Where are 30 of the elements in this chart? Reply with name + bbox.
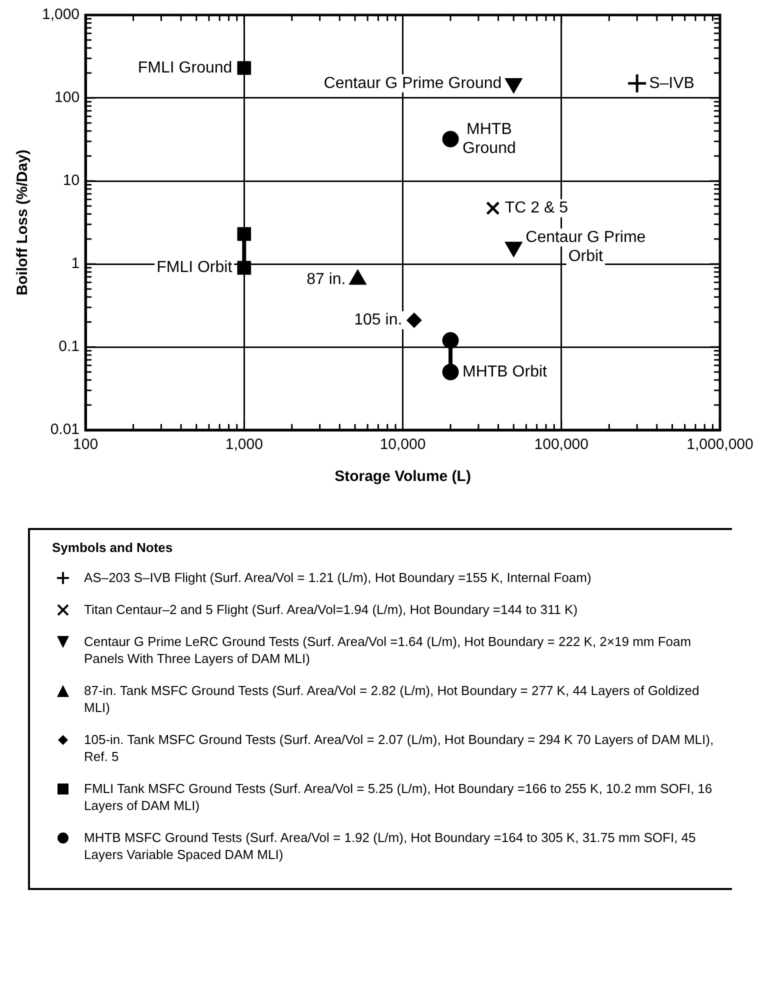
annotation: 105 in.: [354, 312, 402, 329]
annotation: Centaur G Prime Ground: [324, 74, 502, 92]
legend-title: Symbols and Notes: [52, 540, 174, 555]
y-tick-label: 1: [71, 255, 80, 272]
y-tick-label: 100: [54, 89, 80, 106]
legend-label: 105-in. Tank MSFC Ground Tests (Surf. Area/Vol = 2.07 (L/m), Hot Boundary = 294 K 70 Layers of DAM MLI), Ref. 5: [84, 731, 715, 765]
y-axis-title: Boiloff Loss (%/Day): [14, 150, 32, 296]
annotation: TC 2 & 5: [504, 200, 568, 217]
x-tick-label: 100,000: [534, 436, 588, 454]
legend-label: AS–203 S–IVB Flight (Surf. Area/Vol = 1.21 (L/m), Hot Boundary =155 K, Internal Foam): [84, 569, 592, 586]
y-tick-label: 1,000: [42, 6, 80, 24]
legend-label: Centaur G Prime LeRC Ground Tests (Surf. Area/Vol =1.64 (L/m), Hot Boundary = 222 K, 2×19 mm Foam Panels With Three Layers of DAM MLI): [84, 633, 692, 667]
annotation: Centaur G Prime Orbit: [526, 228, 646, 265]
legend-label: Titan Centaur–2 and 5 Flight (Surf. Area/Vol=1.94 (L/m), Hot Boundary =144 to 311 K): [84, 601, 578, 618]
x-axis-title: Storage Volume (L): [334, 468, 471, 486]
y-tick-label: 10: [62, 172, 80, 190]
y-tick-label: 0.01: [50, 421, 80, 438]
x-tick-label: 1,000: [225, 436, 263, 454]
y-tick-label: 0.1: [58, 338, 80, 356]
x-tick-label: 1,000,000: [686, 436, 754, 454]
annotation: MHTB Orbit: [462, 363, 548, 380]
legend-label: MHTB MSFC Ground Tests (Surf. Area/Vol = 1.92 (L/m), Hot Boundary =164 to 305 K, 31.75 mm SOFI, 45 Layers Variable Spaced DAM MLI): [84, 829, 697, 863]
annotation: S–IVB: [649, 74, 694, 92]
annotation: MHTB Ground: [462, 120, 516, 157]
x-tick-label: 10,000: [380, 436, 426, 454]
legend-label: FMLI Tank MSFC Ground Tests (Surf. Area/Vol = 5.25 (L/m), Hot Boundary =166 to 255 K, 10.2 mm SOFI, 16 Layers of DAM MLI): [84, 780, 714, 814]
annotation: 87 in.: [306, 270, 346, 288]
legend-label: 87-in. Tank MSFC Ground Tests (Surf. Area/Vol = 2.82 (L/m), Hot Boundary = 277 K, 44 Layers of Goldized MLI): [84, 682, 700, 716]
annotation: FMLI Ground: [138, 59, 232, 76]
annotation: FMLI Orbit: [156, 259, 233, 276]
